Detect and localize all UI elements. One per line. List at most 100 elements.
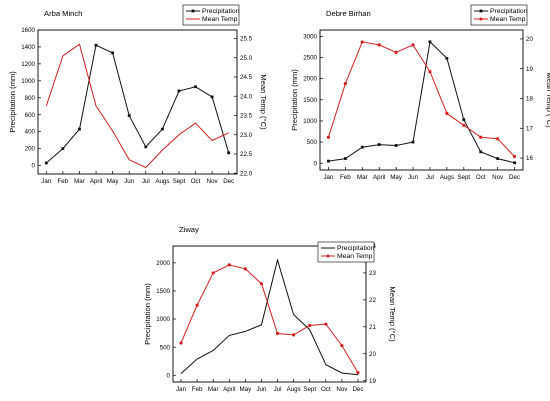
data-point <box>327 159 330 163</box>
data-point <box>194 85 197 89</box>
y2-tick-label: 19 <box>526 66 533 73</box>
y2-axis-label: Mean Temp (°C) <box>259 74 268 130</box>
x-tick-label: Jul <box>426 174 434 181</box>
x-tick-label: Feb <box>340 174 351 181</box>
y-tick-label: 2000 <box>156 260 170 267</box>
x-tick-label: Augs <box>287 386 301 393</box>
y2-tick-label: 23.0 <box>240 132 253 139</box>
x-tick-label: Sept <box>173 178 186 185</box>
data-point <box>210 95 214 99</box>
x-tick-label: Jun <box>124 178 135 185</box>
x-tick-label: Mar <box>208 386 219 393</box>
y2-tick-label: 19 <box>369 378 376 385</box>
chart-panel-1: Debre Birhan 0 500 1000 1500 2000 2500 3000 16 17… <box>290 4 550 181</box>
y2-tick-label: 24.0 <box>240 93 253 100</box>
data-point <box>394 50 398 54</box>
y2-tick-label: 25.5 <box>240 36 253 43</box>
y-tick-label: 1200 <box>21 61 35 68</box>
data-point <box>343 82 347 86</box>
series-line-0 <box>180 258 359 376</box>
y2-tick-label: 23.5 <box>240 113 253 120</box>
data-point <box>243 267 247 271</box>
y2-tick-label: 23 <box>369 270 376 277</box>
y-tick-label: 800 <box>25 95 36 102</box>
data-point <box>160 127 164 131</box>
x-tick-label: April <box>90 178 102 185</box>
y-axis-label: Precipitation (mm) <box>143 283 152 345</box>
y-tick-label: 200 <box>25 146 36 153</box>
plot-frame <box>172 245 367 383</box>
y2-axis-label: Mean Temp (°C) <box>388 286 397 342</box>
data-point <box>479 135 483 139</box>
data-point <box>259 282 264 286</box>
x-tick-label: Jul <box>274 386 282 393</box>
data-point <box>144 145 148 149</box>
x-tick-label: Augs <box>155 178 169 185</box>
y-tick-label: 500 <box>160 344 171 351</box>
y2-tick-label: 22.0 <box>240 170 253 177</box>
y2-tick-label: 17 <box>526 125 533 132</box>
legend-box <box>470 4 528 26</box>
data-point <box>377 143 381 147</box>
data-point <box>326 135 331 139</box>
data-point <box>445 111 449 116</box>
plot-frame <box>37 29 238 175</box>
y-tick-label: 1000 <box>303 118 317 125</box>
y-tick-label: 400 <box>25 129 36 136</box>
x-tick-label: May <box>240 386 253 393</box>
data-point <box>292 333 296 337</box>
series-line-1 <box>45 43 229 169</box>
y-tick-label: 2000 <box>303 76 317 83</box>
data-point <box>78 127 81 131</box>
legend-marker <box>479 17 483 21</box>
data-point <box>227 151 231 155</box>
data-point <box>275 331 280 336</box>
y2-axis-label: Mean Temp (°C) <box>545 72 550 128</box>
legend-marker <box>326 254 330 258</box>
data-point <box>411 43 415 47</box>
chart-panel-2: Ziway0500100015002000192021222324JanFebM… <box>143 225 397 393</box>
y-tick-label: 1500 <box>156 288 170 295</box>
data-point <box>343 157 347 160</box>
legend-label: Precipitation <box>490 8 528 15</box>
x-tick-label: Feb <box>58 178 69 185</box>
legend-label: Mean Temp <box>337 253 373 260</box>
data-point <box>44 161 48 165</box>
x-tick-label: May <box>107 178 120 185</box>
data-point <box>496 157 500 160</box>
data-point <box>428 40 432 44</box>
legend-label: Mean Temp <box>202 16 238 23</box>
y-tick-label: 1600 <box>21 27 35 34</box>
legend-marker <box>191 9 195 13</box>
chart-title: Arba Minch <box>44 9 82 18</box>
data-point <box>195 303 199 307</box>
y-tick-label: 1500 <box>303 97 317 104</box>
y-tick-label: 3000 <box>303 33 317 40</box>
y2-tick-label: 22.5 <box>240 151 253 158</box>
y-tick-label: 0 <box>314 160 318 167</box>
y2-tick-label: 21 <box>369 324 376 331</box>
series-line-1 <box>328 41 515 157</box>
x-tick-label: Sept <box>457 174 470 181</box>
data-point <box>411 140 415 144</box>
y-axis-label: Precipitation (mm) <box>8 71 17 133</box>
data-point <box>227 263 231 267</box>
y-tick-label: 2500 <box>303 55 317 62</box>
data-point <box>428 70 432 74</box>
x-tick-label: Oct <box>476 174 486 181</box>
plot-frame <box>319 29 524 171</box>
x-tick-label: Mar <box>357 174 368 181</box>
legend-marker <box>479 9 483 13</box>
chart-panel-0: Arba Minch 0 200 400 600 800 1000 1200 1400 1600 2… <box>8 4 268 185</box>
y2-tick-label: 25.0 <box>240 55 253 62</box>
legend-label: Precipitation <box>337 245 375 252</box>
data-point <box>377 43 381 47</box>
y-tick-label: 1000 <box>156 316 170 323</box>
data-point <box>94 43 98 47</box>
x-tick-label: Jan <box>323 174 334 181</box>
x-tick-label: Jun <box>256 386 267 393</box>
data-point <box>61 147 65 150</box>
